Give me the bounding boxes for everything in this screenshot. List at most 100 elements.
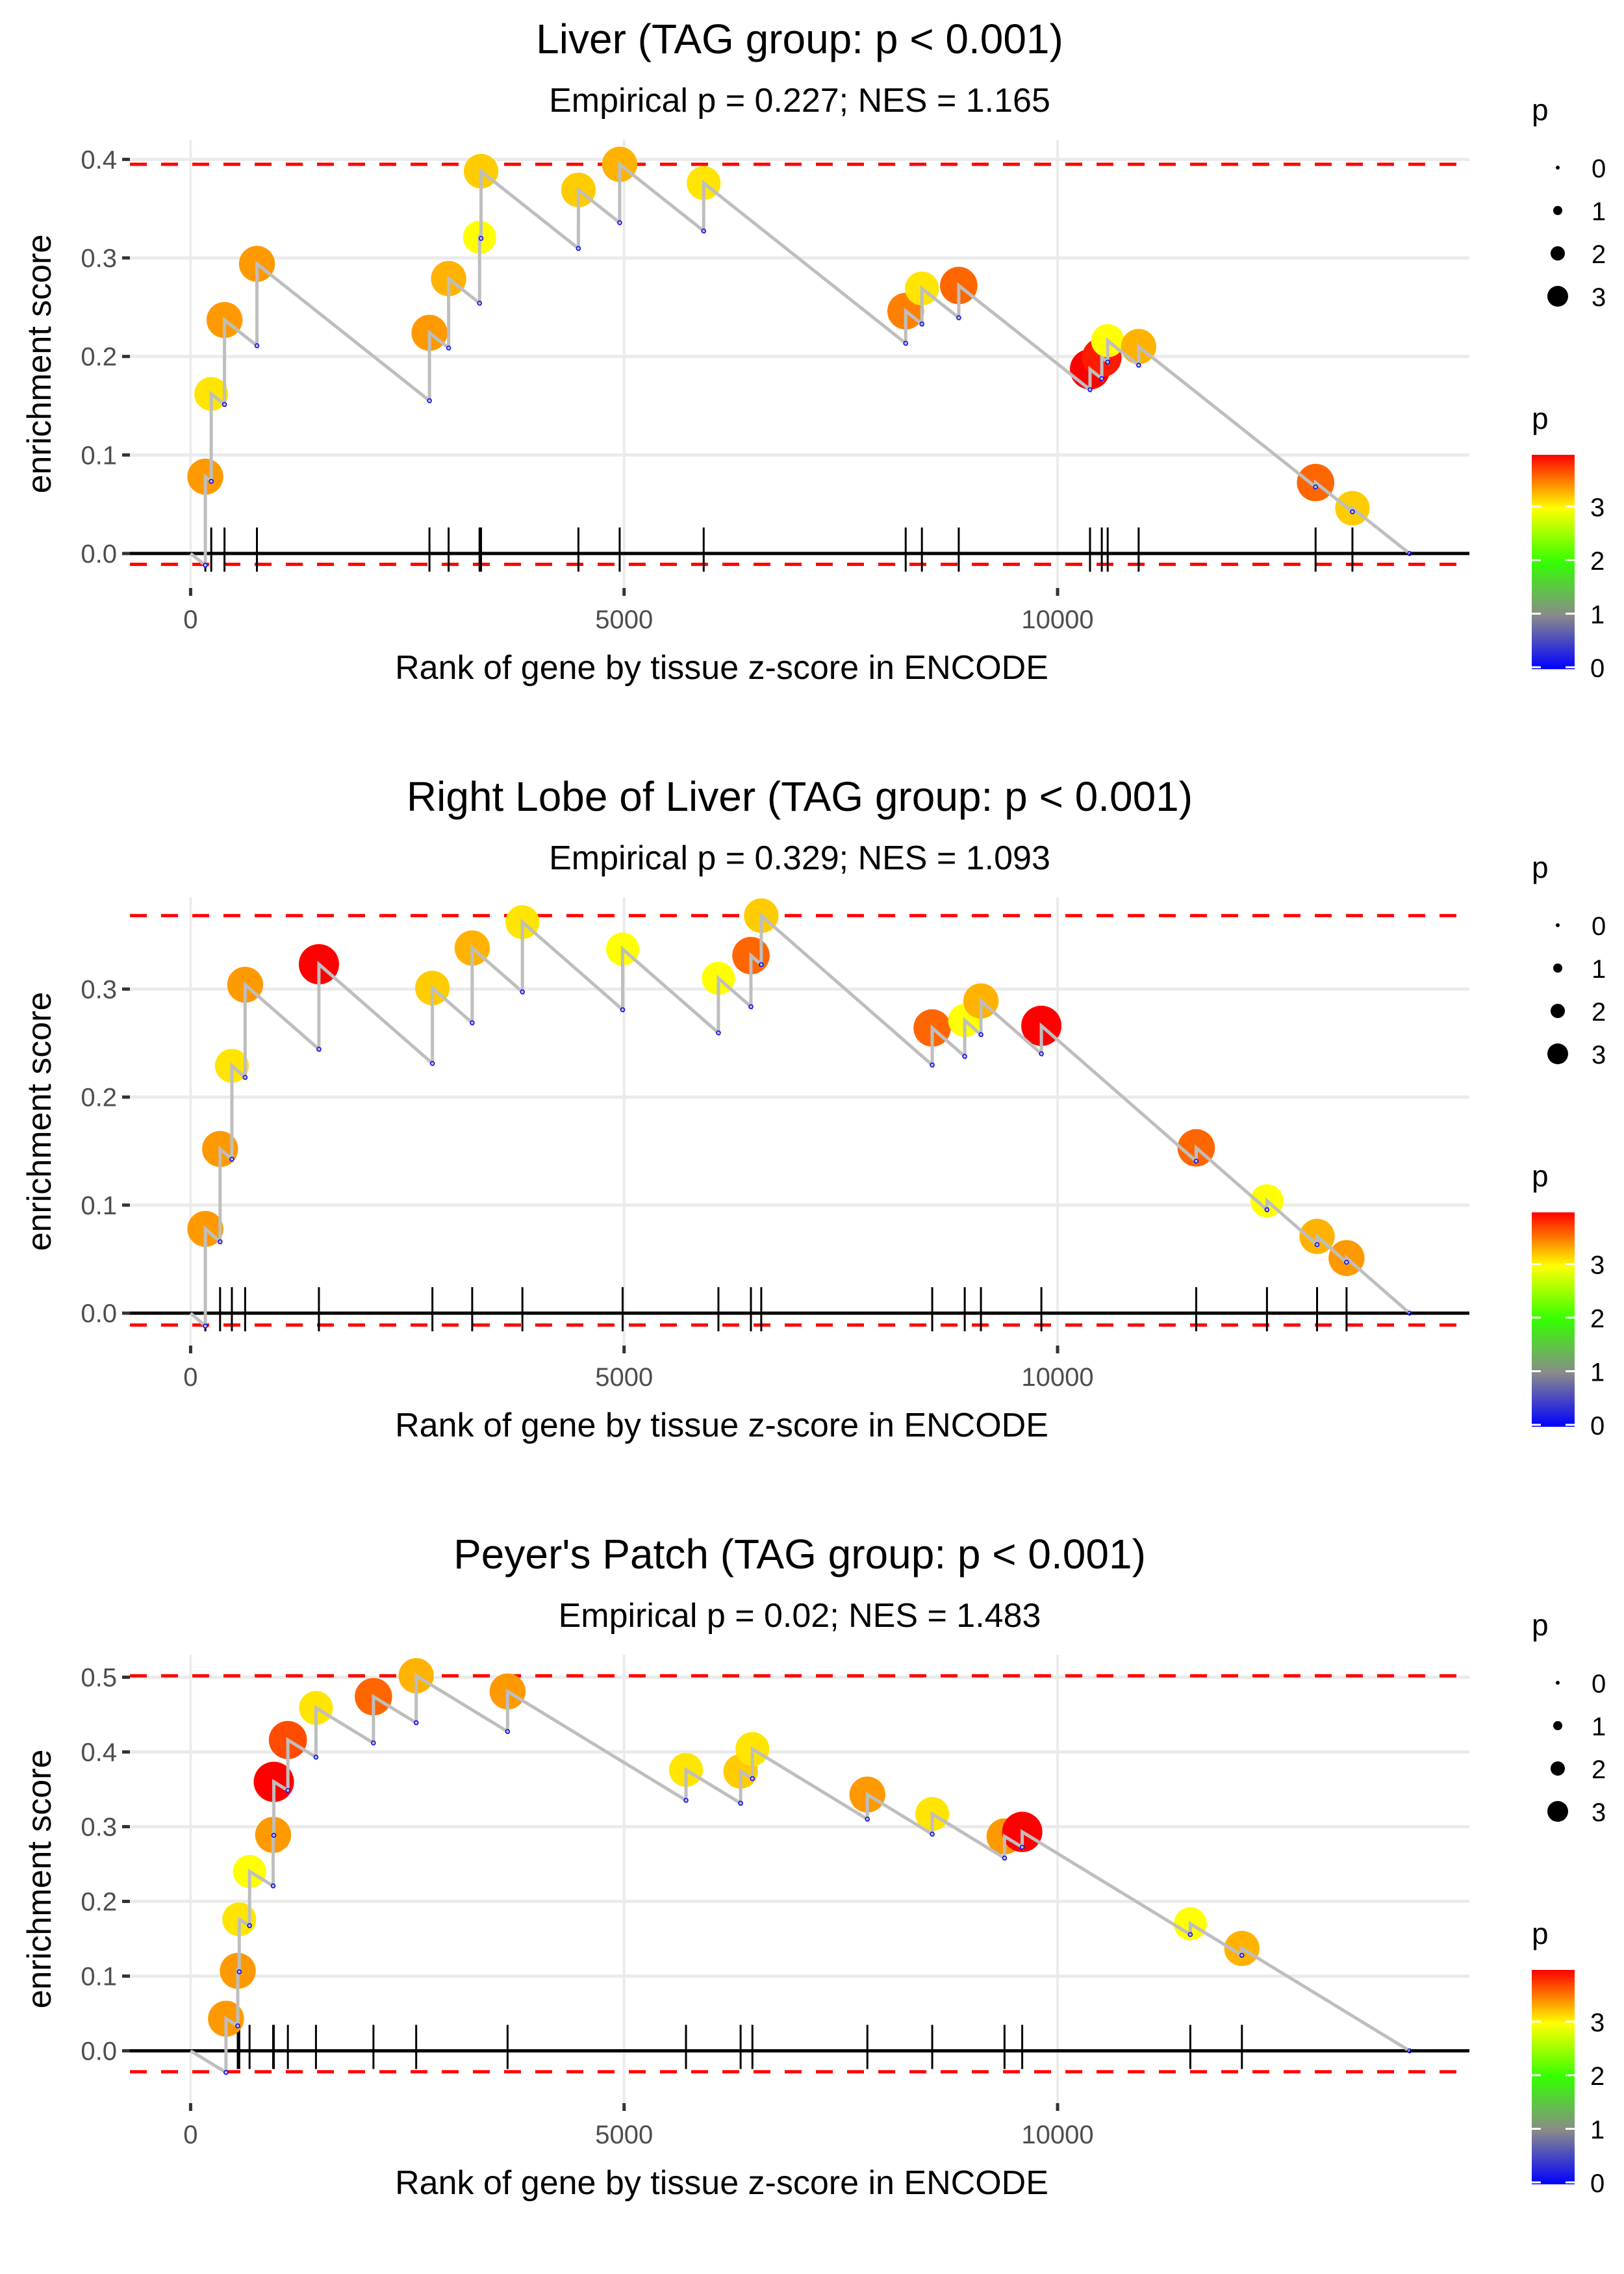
drop-marker	[1407, 2048, 1412, 2054]
color-legend-title: p	[1532, 1159, 1549, 1193]
y-tick-label: 0.2	[81, 343, 117, 372]
x-tick-label: 5000	[595, 606, 653, 634]
drop-marker	[242, 1075, 248, 1080]
size-legend-title: p	[1532, 93, 1549, 127]
drop-marker	[865, 1817, 870, 1822]
drop-marker	[413, 1720, 419, 1726]
drop-marker	[1264, 1207, 1270, 1212]
size-legend-label: 3	[1592, 283, 1606, 312]
drop-marker	[1002, 1856, 1008, 1861]
drop-marker	[520, 989, 525, 995]
y-tick-label: 0.5	[81, 1664, 117, 1693]
drop-marker	[956, 315, 961, 320]
size-legend-dot	[1553, 206, 1562, 215]
size-legend-title: p	[1532, 850, 1549, 884]
drop-marker	[576, 246, 581, 251]
drop-marker	[716, 1030, 721, 1036]
drop-marker	[235, 2023, 240, 2028]
chart-svg: Right Lobe of Liver (TAG group: p < 0.00…	[21, 773, 1606, 1444]
colorbar-label: 3	[1590, 1251, 1605, 1280]
color-legend: p 0 1 2 3	[1532, 1159, 1605, 1440]
color-legend-title: p	[1532, 1917, 1549, 1950]
colorbar-label: 1	[1590, 601, 1605, 630]
colorbar-label: 3	[1590, 2009, 1605, 2038]
colorbar-label: 3	[1590, 494, 1605, 522]
x-axis-title: Rank of gene by tissue z-score in ENCODE	[395, 1407, 1048, 1444]
y-tick-label: 0.4	[81, 1739, 117, 1767]
x-tick-label: 5000	[595, 1363, 653, 1392]
size-legend-dot	[1547, 1801, 1568, 1822]
drop-marker	[271, 1833, 277, 1838]
drop-marker	[903, 340, 908, 346]
colorbar-label: 1	[1590, 1359, 1605, 1387]
x-axis-title: Rank of gene by tissue z-score in ENCODE	[395, 649, 1048, 687]
drop-marker	[701, 228, 707, 234]
drop-marker	[1039, 1051, 1044, 1056]
hit-rug	[204, 1287, 1348, 1332]
drop-marker	[285, 1787, 290, 1793]
drop-marker	[962, 1054, 967, 1059]
y-tick-label: 0.0	[81, 2038, 117, 2066]
drop-marker	[750, 1776, 755, 1782]
colorbar-label: 1	[1590, 2116, 1605, 2145]
y-tick-label: 0.3	[81, 244, 117, 273]
drop-marker	[446, 345, 451, 351]
chart-subtitle: Empirical p = 0.02; NES = 1.483	[559, 1597, 1041, 1635]
size-legend-dot	[1556, 1681, 1560, 1685]
drop-marker	[930, 1832, 935, 1837]
chart-svg: Peyer's Patch (TAG group: p < 0.001) Empi…	[21, 1531, 1606, 2202]
y-tick-label: 0.1	[81, 1192, 117, 1220]
size-legend-dot	[1556, 923, 1560, 927]
hit-points	[208, 1658, 1260, 2037]
x-tick-label: 10000	[1021, 1363, 1093, 1392]
chart-title: Peyer's Patch (TAG group: p < 0.001)	[453, 1531, 1146, 1578]
drop-marker	[930, 1062, 935, 1068]
drop-marker	[1313, 484, 1318, 490]
size-legend-label: 3	[1592, 1041, 1606, 1069]
drop-marker	[222, 402, 227, 407]
y-tick-label: 0.3	[81, 1813, 117, 1842]
drop-marker	[1314, 1242, 1320, 1247]
colorbar-label: 2	[1590, 547, 1605, 576]
running-es-curve	[190, 1672, 1411, 2076]
size-legend-dot	[1551, 246, 1565, 261]
size-legend-label: 2	[1592, 998, 1606, 1027]
size-legend: p 0 1 2 3	[1532, 93, 1606, 312]
drop-marker	[1344, 1259, 1349, 1265]
drop-marker	[1407, 551, 1412, 556]
y-tick-label: 0.0	[81, 1299, 117, 1328]
drop-marker	[477, 300, 483, 306]
drop-marker	[203, 563, 208, 568]
x-tick-label: 0	[183, 2121, 197, 2149]
panel-peyers-patch: Peyer's Patch (TAG group: p < 0.001) Empi…	[0, 1515, 1624, 2273]
size-legend-label: 2	[1592, 1756, 1606, 1784]
y-axis-title: enrichment score	[21, 235, 58, 494]
y-axis-title: enrichment score	[21, 992, 58, 1251]
colorbar-label: 0	[1590, 1412, 1605, 1440]
colorbar	[1532, 1212, 1575, 1427]
drop-marker	[478, 236, 484, 241]
running-es-curve	[189, 912, 1411, 1330]
colorbar	[1532, 1970, 1575, 2184]
y-tick-label: 0.2	[81, 1084, 117, 1112]
size-legend-dot	[1547, 286, 1568, 307]
drop-marker	[316, 1047, 322, 1052]
x-axis-title: Rank of gene by tissue z-score in ENCODE	[395, 2164, 1048, 2202]
colorbar-label: 2	[1590, 2062, 1605, 2091]
drop-marker	[919, 321, 924, 327]
drop-marker	[1099, 376, 1104, 381]
size-legend-dot	[1553, 964, 1562, 973]
drop-marker	[1407, 1310, 1412, 1316]
y-tick-label: 0.2	[81, 1888, 117, 1917]
drop-marker	[1105, 359, 1110, 365]
size-legend-label: 2	[1592, 240, 1606, 269]
x-tick-label: 5000	[595, 2121, 653, 2149]
y-tick-label: 0.4	[81, 146, 117, 174]
drop-marker	[620, 1007, 626, 1012]
gridlines	[130, 1655, 1469, 2103]
drop-marker	[738, 1800, 743, 1806]
drop-marker	[429, 1061, 435, 1066]
drop-marker	[427, 398, 432, 403]
drop-marker	[470, 1020, 475, 1025]
x-tick-label: 0	[183, 1363, 197, 1392]
